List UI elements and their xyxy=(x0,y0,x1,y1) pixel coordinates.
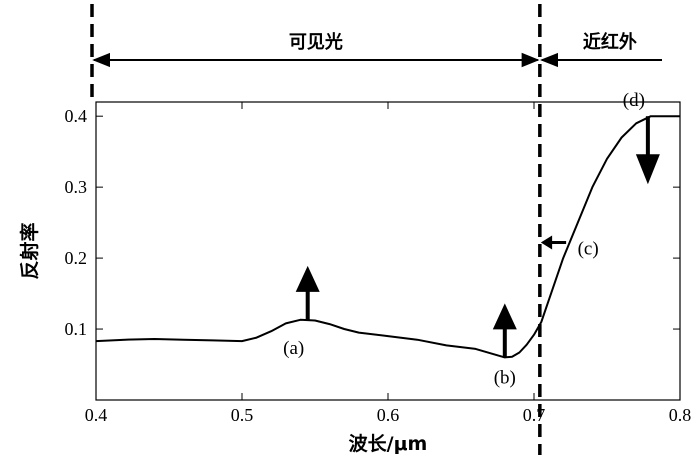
header-region: 可见光 近红外 xyxy=(92,31,662,68)
series-group xyxy=(95,115,680,359)
y-tick-label: 0.3 xyxy=(65,177,88,197)
annotation-label: (b) xyxy=(494,367,516,388)
down-arrow-head xyxy=(635,154,660,185)
left-arrow-head xyxy=(540,235,553,250)
y-tick-label: 0.1 xyxy=(65,319,88,339)
visible-light-label: 可见光 xyxy=(289,31,343,53)
axis-ticks: 0.4 0.5 0.6 0.7 0.8 0.1 0.2 0.3 0.4 xyxy=(65,102,692,425)
y-tick-label: 0.2 xyxy=(65,248,88,268)
x-tick-label: 0.8 xyxy=(669,405,692,425)
x-tick-label: 0.5 xyxy=(231,405,254,425)
x-tick-label: 0.4 xyxy=(85,405,108,425)
reflectance-curve xyxy=(95,115,680,359)
up-arrow-head xyxy=(492,303,517,330)
annotation-label: (c) xyxy=(578,238,599,259)
x-axis-label: 波长/μm xyxy=(349,432,428,455)
annotation-label: (a) xyxy=(283,338,304,359)
y-tick-label: 0.4 xyxy=(65,106,88,126)
annotation-label: (d) xyxy=(623,90,645,111)
near-infrared-label: 近红外 xyxy=(583,31,637,53)
x-tick-label: 0.6 xyxy=(377,405,400,425)
divider-lines xyxy=(90,4,542,455)
up-arrow-head xyxy=(295,265,320,292)
annotations: (a) (b) (c) (d) xyxy=(283,90,660,388)
x-tick-label: 0.7 xyxy=(523,405,546,425)
y-axis-label: 反射率 xyxy=(18,222,41,279)
